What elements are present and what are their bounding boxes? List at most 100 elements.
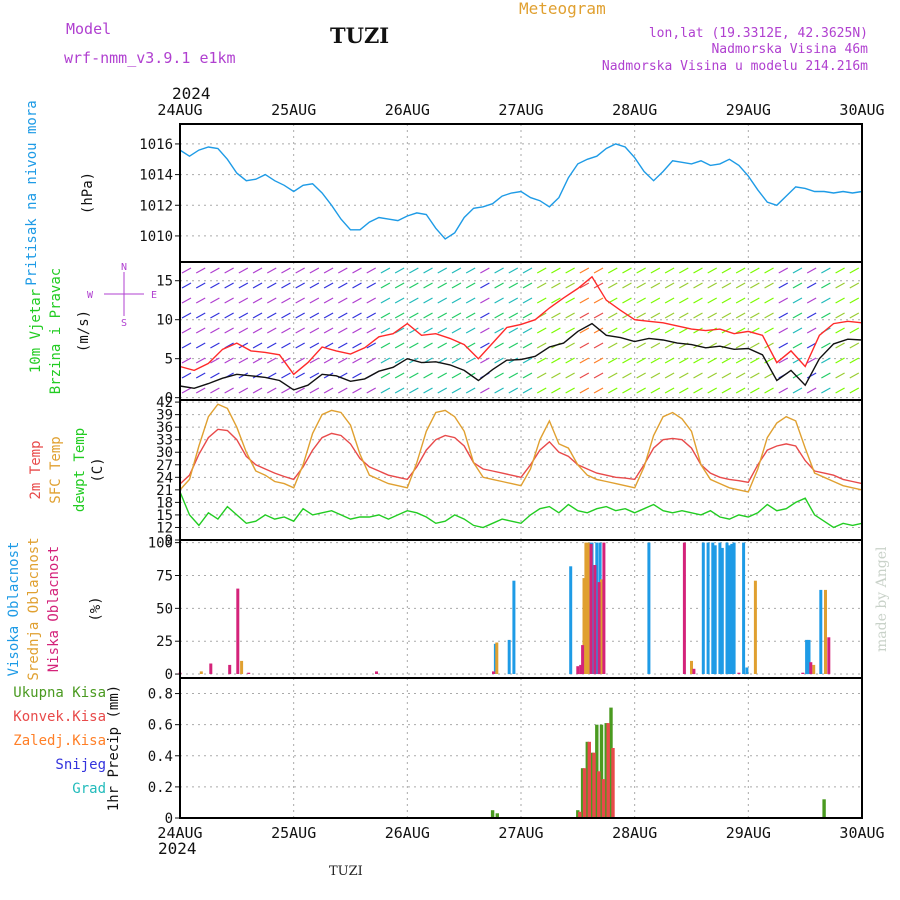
wind-arrow — [494, 267, 504, 274]
bar-cloud-2 — [576, 666, 580, 675]
wind-arrow — [849, 312, 860, 319]
bar-cloud-2 — [682, 542, 686, 674]
wind-arrow — [650, 312, 661, 319]
wind-arrow — [238, 267, 249, 274]
bar-cloud-2 — [602, 542, 606, 674]
panel-title-temperature: SFC Temp — [48, 436, 64, 503]
wind-arrow — [195, 267, 206, 274]
y-tick-label: 36 — [156, 420, 173, 436]
wind-arrow — [750, 372, 760, 379]
wind-arrow — [806, 282, 817, 289]
wind-arrow — [522, 282, 533, 289]
footer-station: TUZI — [329, 864, 363, 879]
wind-arrow — [679, 372, 689, 379]
wind-arrow — [210, 297, 220, 304]
wind-arrow — [522, 312, 533, 319]
wind-arrow — [494, 282, 504, 289]
wind-arrow — [252, 312, 263, 319]
wind-arrow — [480, 297, 490, 304]
station-title: TUZI — [330, 23, 389, 48]
wind-arrow — [508, 297, 519, 304]
wind-arrow — [636, 387, 646, 394]
wind-arrow — [806, 372, 817, 379]
wind-arrow — [622, 297, 632, 304]
wind-arrow — [195, 372, 206, 379]
panel-unit-wind: (m/s) — [76, 310, 92, 352]
wind-arrow — [522, 372, 533, 379]
legend-label-precip_frz: Zaledj.Kisa — [13, 733, 106, 749]
y-tick-label: 42 — [156, 395, 173, 411]
wind-arrow — [252, 342, 263, 349]
wind-arrow — [778, 267, 789, 274]
wind-arrow — [295, 282, 305, 289]
wind-arrow — [394, 282, 405, 289]
wind-arrow — [693, 372, 703, 379]
bar-cloud-1 — [240, 660, 244, 674]
wind-arrow — [792, 267, 803, 274]
wind-arrow — [821, 282, 831, 289]
bar-cloud-0 — [713, 545, 717, 675]
wind-arrow — [764, 327, 774, 334]
wind-arrow — [636, 312, 646, 319]
wind-arrow — [821, 342, 831, 349]
wind-arrow — [778, 312, 789, 319]
wind-arrow — [224, 312, 234, 319]
wind-arrow — [309, 372, 320, 379]
wind-arrow — [693, 297, 703, 304]
wind-arrow — [764, 312, 774, 319]
wind-arrow — [565, 357, 575, 364]
wind-arrow — [679, 282, 689, 289]
bar-cloud-0 — [725, 542, 729, 674]
wind-arrow — [210, 387, 220, 394]
bar-precip-1 — [597, 771, 601, 818]
wind-arrow — [338, 282, 348, 289]
wind-arrow — [366, 267, 376, 274]
wind-arrow — [181, 357, 192, 364]
bar-precip-0 — [580, 768, 585, 818]
wind-arrow — [409, 282, 419, 289]
y-tick-label: 0.4 — [148, 749, 173, 765]
bar-precip-1 — [606, 723, 610, 818]
wind-arrow — [309, 342, 320, 349]
wind-arrow — [437, 342, 448, 349]
wind-arrow — [806, 267, 817, 274]
series-line-temperature-2 — [179, 491, 863, 529]
panel-unit-pressure: (hPa) — [80, 172, 96, 214]
wind-arrow — [252, 297, 263, 304]
bar-precip-0 — [609, 707, 613, 818]
bar-cloud-2 — [692, 668, 696, 675]
panel-title-wind: 10m Vjetar — [28, 289, 44, 373]
wind-arrow — [181, 267, 192, 274]
compass-west-label: W — [87, 290, 94, 301]
wind-arrow — [565, 267, 575, 274]
credit-label: made by Angel — [874, 546, 890, 652]
wind-arrow — [423, 267, 433, 274]
wind-arrow — [792, 342, 803, 349]
bar-precip-0 — [604, 723, 608, 818]
bar-cloud-0 — [706, 542, 710, 674]
wind-arrow — [536, 342, 547, 349]
wind-arrow — [778, 297, 789, 304]
wind-arrow — [707, 312, 717, 319]
wind-arrow — [394, 297, 405, 304]
elevation-label: Nadmorska Visina 46m — [711, 42, 868, 57]
wind-arrow — [565, 372, 575, 379]
wind-arrow — [536, 282, 547, 289]
wind-arrow — [508, 312, 519, 319]
year-bottom: 2024 — [158, 839, 197, 858]
wind-arrow — [536, 357, 547, 364]
wind-arrow — [764, 387, 774, 394]
wind-arrow — [650, 297, 661, 304]
wind-arrow — [309, 282, 320, 289]
wind-arrow — [849, 387, 860, 394]
wind-arrow — [707, 357, 717, 364]
wind-arrow — [224, 357, 234, 364]
wind-arrow — [494, 357, 504, 364]
wind-arrow — [821, 312, 831, 319]
wind-arrow — [309, 312, 320, 319]
wind-arrow — [664, 372, 675, 379]
wind-arrow — [423, 342, 433, 349]
wind-arrow — [721, 387, 732, 394]
wind-arrow — [437, 267, 448, 274]
